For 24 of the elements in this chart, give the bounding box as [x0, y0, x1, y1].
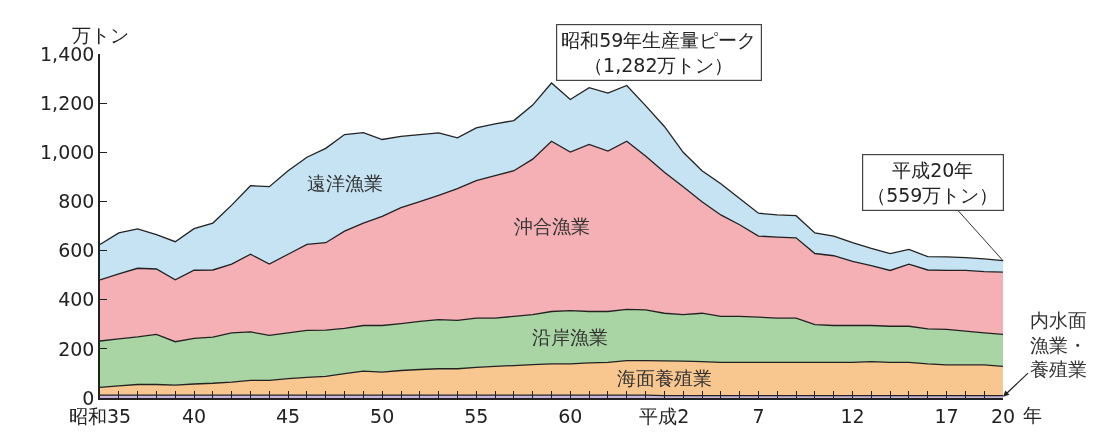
x-axis-title: 年: [1023, 404, 1042, 426]
y-tick-label: 200: [58, 337, 95, 360]
x-tick-label: 60: [558, 404, 583, 427]
x-tick-label: 40: [181, 404, 207, 427]
x-tick-label: 7: [752, 404, 765, 427]
x-tick-label: 20: [990, 404, 1016, 427]
x-tick-label: 45: [276, 404, 301, 427]
x-tick-label: 17: [934, 404, 959, 427]
x-tick-label: 55: [464, 404, 489, 427]
y-tick-label: 400: [58, 288, 95, 311]
series-label: 沿岸漁業: [532, 326, 608, 348]
y-tick-label: 1,200: [40, 91, 95, 114]
y-tick-label: 1,000: [40, 140, 95, 163]
x-tick-label: 12: [840, 404, 865, 427]
annotation: 平成20年（559万トン）: [867, 159, 999, 206]
y-tick-label: 600: [58, 239, 95, 262]
y-tick-label: 800: [58, 190, 95, 213]
series-label: 沖合漁業: [514, 215, 590, 237]
x-tick-label: 50: [370, 404, 395, 427]
annotation: 昭和59年生産量ピーク（1,282万トン）: [561, 29, 757, 76]
series-label: 海面養殖業: [617, 367, 712, 389]
x-tick-label: 平成2: [639, 404, 690, 427]
series-label: 内水面漁業・養殖業: [1030, 309, 1087, 381]
series-label: 遠洋漁業: [307, 172, 383, 194]
